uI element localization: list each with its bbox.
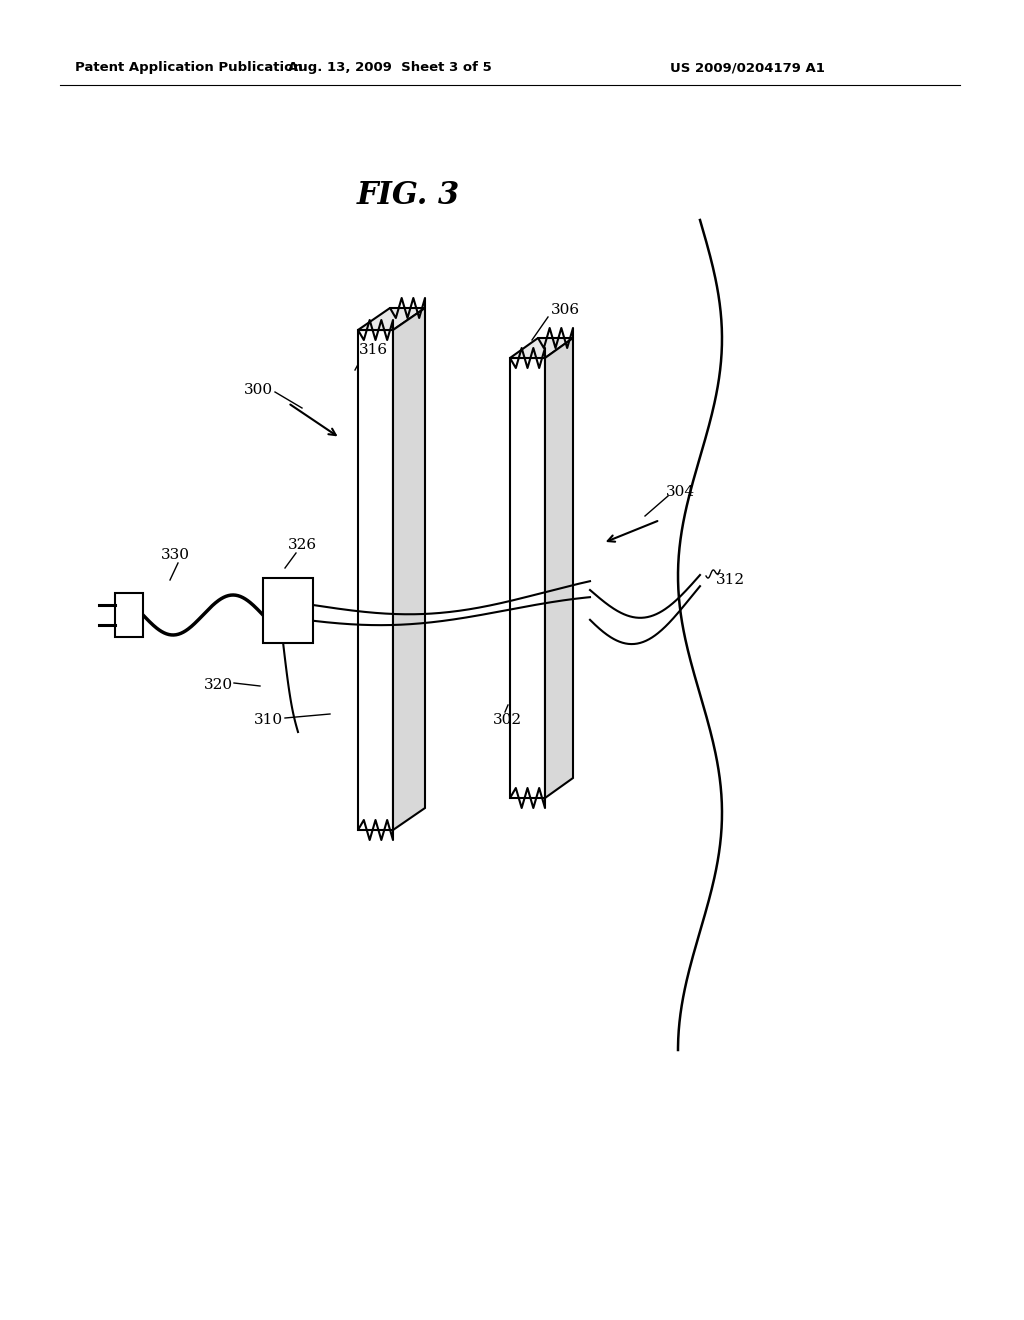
Polygon shape (393, 308, 425, 830)
Text: 302: 302 (493, 713, 521, 727)
Bar (115, 593, 143, 638)
Text: 306: 306 (551, 304, 580, 317)
Text: 304: 304 (666, 484, 694, 499)
Text: 312: 312 (716, 573, 744, 587)
Text: 316: 316 (358, 343, 387, 356)
Polygon shape (510, 358, 545, 799)
Text: 320: 320 (204, 678, 232, 692)
Polygon shape (545, 338, 573, 799)
Text: FIG. 3: FIG. 3 (356, 180, 460, 210)
Text: 330: 330 (161, 548, 189, 562)
Polygon shape (358, 330, 393, 830)
Text: 310: 310 (253, 713, 283, 727)
Polygon shape (510, 338, 573, 358)
Text: 300: 300 (244, 383, 272, 397)
Text: 326: 326 (288, 539, 316, 552)
Bar (263, 578, 313, 643)
Polygon shape (358, 308, 425, 330)
Text: Aug. 13, 2009  Sheet 3 of 5: Aug. 13, 2009 Sheet 3 of 5 (288, 62, 492, 74)
Text: US 2009/0204179 A1: US 2009/0204179 A1 (670, 62, 825, 74)
Text: Patent Application Publication: Patent Application Publication (75, 62, 303, 74)
